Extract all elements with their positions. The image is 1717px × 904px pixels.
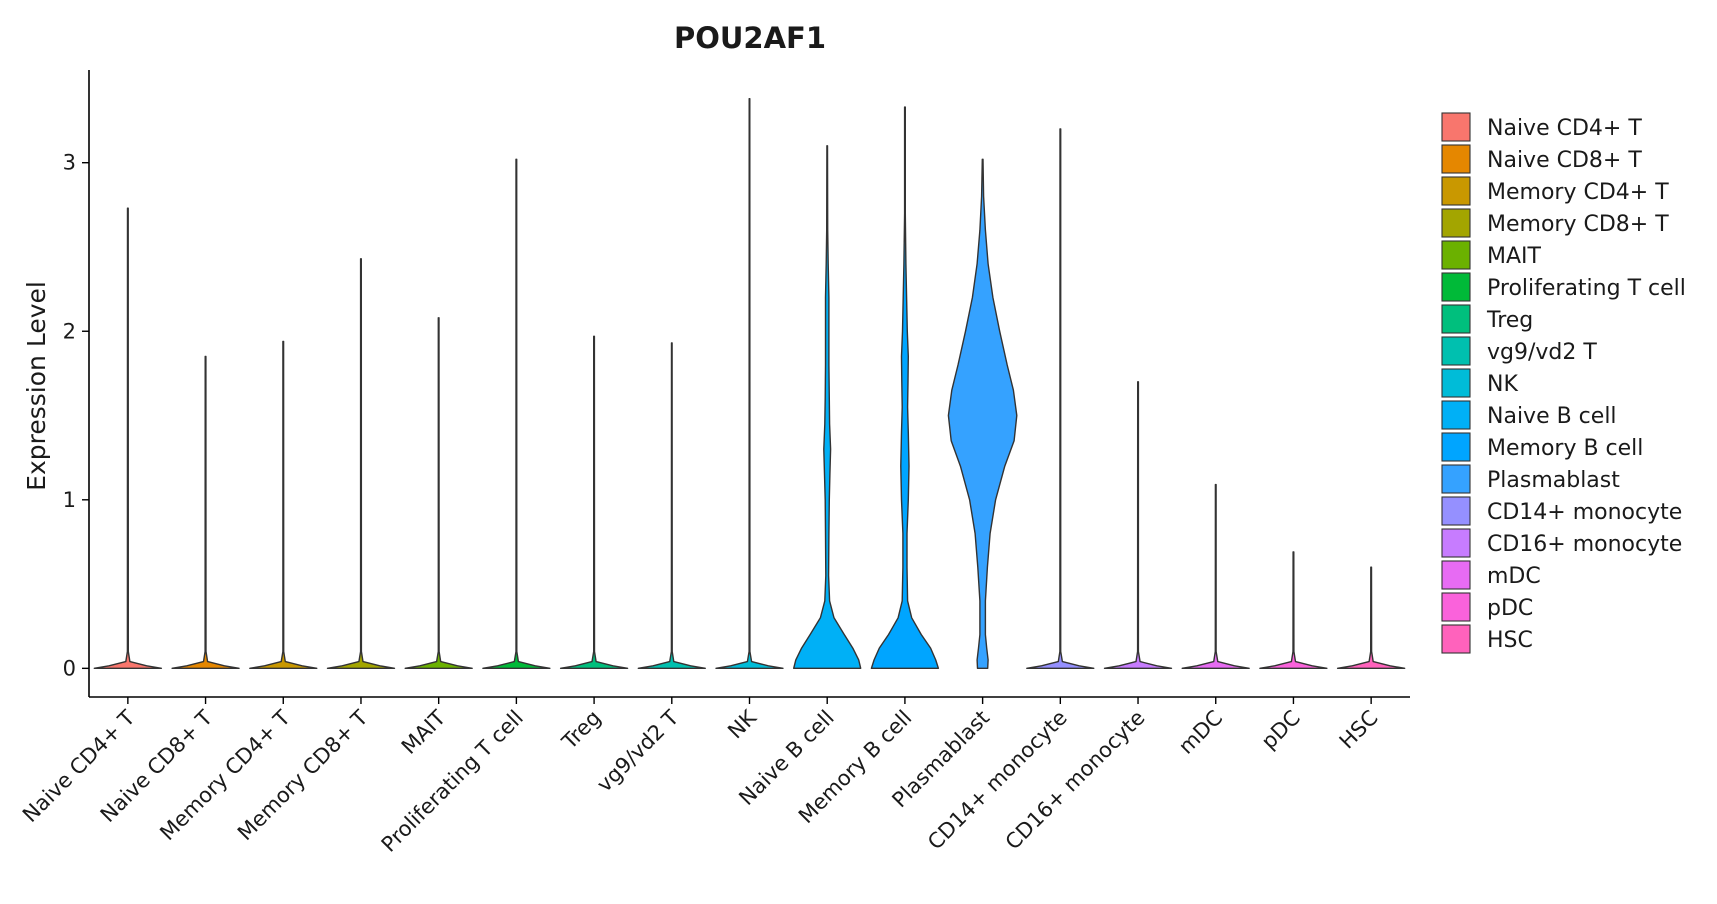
legend-label-memory-b-cell: Memory B cell	[1487, 436, 1643, 461]
legend-label-plasmablast: Plasmablast	[1487, 468, 1620, 493]
legend: Naive CD4+ T Naive CD8+ T Memory CD4+ T Mem…	[1441, 112, 1686, 654]
legend-swatch-naive-cd8plus-t	[1441, 144, 1471, 174]
legend-swatch-cd16plus-monocyte	[1441, 528, 1471, 558]
legend-swatch-plasmablast	[1441, 464, 1471, 494]
legend-label-treg: Treg	[1486, 308, 1533, 333]
legend-swatch-nk	[1441, 368, 1471, 398]
violin-naive-b-cell	[793, 145, 862, 669]
legend-label-mdc: mDC	[1487, 564, 1541, 589]
legend-swatch-treg	[1441, 304, 1471, 334]
y-tick-label: 3	[63, 151, 76, 175]
legend-swatch-mdc	[1441, 560, 1471, 590]
x-tick-label-treg: Treg	[557, 706, 606, 755]
x-tick-label-mdc: mDC	[1174, 706, 1227, 759]
violin-naive-cd8plus-t	[171, 355, 240, 669]
violins-layer	[93, 98, 1406, 669]
violin-hsc	[1336, 566, 1406, 669]
legend-label-memory-cd4plus-t: Memory CD4+ T	[1487, 180, 1669, 205]
x-tick-label-hsc: HSC	[1335, 706, 1383, 754]
legend-label-naive-cd4plus-t: Naive CD4+ T	[1487, 116, 1642, 141]
x-tick-label-memory-cd4plus-t: Memory CD4+ T	[155, 705, 295, 845]
violin-vg9-vd2-t	[637, 342, 706, 669]
legend-swatch-hsc	[1441, 624, 1471, 654]
legend-label-cd16plus-monocyte: CD16+ monocyte	[1487, 532, 1682, 557]
legend-swatch-cd14plus-monocyte	[1441, 496, 1471, 526]
legend-label-pdc: pDC	[1487, 596, 1533, 621]
legend-label-mait: MAIT	[1487, 244, 1542, 269]
violin-proliferating-t-cell	[482, 158, 551, 669]
y-tick-label: 0	[63, 656, 76, 680]
chart-title: POU2AF1	[674, 21, 826, 55]
legend-label-nk: NK	[1487, 372, 1518, 397]
violin-mait	[404, 317, 473, 669]
x-tick-label-pdc: pDC	[1257, 706, 1305, 754]
x-tick-label-cd14plus-monocyte: CD14+ monocyte	[923, 706, 1072, 855]
violin-memory-cd8plus-t	[326, 258, 396, 669]
legend-label-hsc: HSC	[1487, 628, 1533, 653]
legend-swatch-mait	[1441, 240, 1471, 270]
legend-swatch-vg9-vd2-t	[1441, 336, 1471, 366]
legend-swatch-pdc	[1441, 592, 1471, 622]
violin-memory-cd4plus-t	[249, 340, 318, 669]
legend-label-proliferating-t-cell: Proliferating T cell	[1487, 276, 1686, 301]
violin-mdc	[1181, 483, 1250, 669]
legend-swatch-memory-cd4plus-t	[1441, 176, 1471, 206]
violin-cd16plus-monocyte	[1103, 381, 1173, 669]
y-axis-label: Expression Level	[22, 281, 51, 491]
x-tick-label-cd16plus-monocyte: CD16+ monocyte	[1001, 706, 1150, 855]
y-tick-label: 2	[63, 319, 76, 343]
legend-label-memory-cd8plus-t: Memory CD8+ T	[1487, 212, 1669, 237]
x-tick-label-vg9-vd2-t: vg9/vd2 T	[592, 705, 683, 796]
violin-cd14plus-monocyte	[1026, 128, 1095, 669]
legend-swatch-naive-cd4plus-t	[1441, 112, 1471, 142]
legend-label-vg9-vd2-t: vg9/vd2 T	[1487, 340, 1597, 365]
x-tick-label-proliferating-t-cell: Proliferating T cell	[377, 706, 528, 857]
legend-swatch-memory-cd8plus-t	[1441, 208, 1471, 238]
violin-pdc	[1259, 551, 1328, 669]
violin-naive-cd4plus-t	[93, 207, 163, 669]
legend-swatch-memory-b-cell	[1441, 432, 1471, 462]
legend-swatch-proliferating-t-cell	[1441, 272, 1471, 302]
legend-label-naive-cd8plus-t: Naive CD8+ T	[1487, 148, 1642, 173]
violin-treg	[559, 335, 629, 669]
violin-plasmablast	[947, 158, 1018, 669]
legend-label-cd14plus-monocyte: CD14+ monocyte	[1487, 500, 1682, 525]
y-tick-label: 1	[63, 488, 76, 512]
violin-nk	[715, 98, 784, 669]
violin-memory-b-cell	[870, 106, 940, 669]
legend-label-naive-b-cell: Naive B cell	[1487, 404, 1617, 429]
x-tick-label-nk: NK	[723, 705, 762, 744]
legend-swatch-naive-b-cell	[1441, 400, 1471, 430]
x-tick-label-mait: MAIT	[397, 705, 451, 759]
x-tick-label-memory-cd8plus-t: Memory CD8+ T	[233, 705, 373, 845]
